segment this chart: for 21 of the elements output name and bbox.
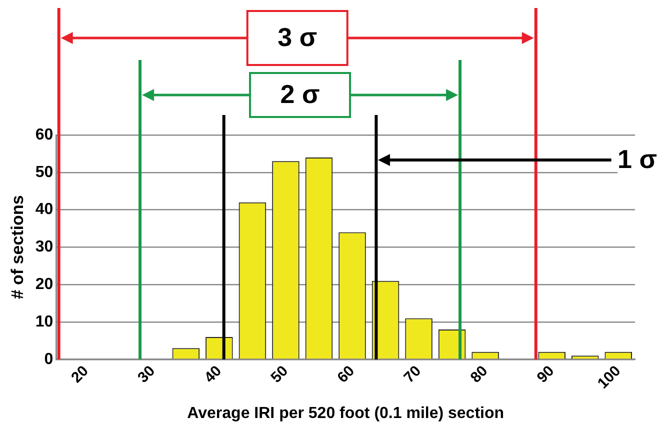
y-tick-label: 10 xyxy=(35,313,54,330)
y-tick-label: 40 xyxy=(35,201,54,218)
x-tick-label: 30 xyxy=(134,362,158,386)
x-tick-label: 40 xyxy=(201,362,225,386)
y-tick-label: 30 xyxy=(35,238,54,256)
y-tick-label: 20 xyxy=(35,276,54,293)
annotation: 1 σ xyxy=(618,144,658,174)
text: 3 σ xyxy=(278,22,318,52)
x-tick-label: 90 xyxy=(534,362,558,386)
x-tick-label: 100 xyxy=(594,362,624,392)
x-tick-label: 20 xyxy=(68,362,92,386)
text: 2 σ xyxy=(280,79,320,110)
x-axis-title: Average IRI per 520 foot (0.1 mile) section xyxy=(187,404,504,422)
y-tick-label: 50 xyxy=(35,164,54,181)
x-tick-label: 50 xyxy=(268,362,292,386)
y-axis-title: # of sections xyxy=(8,195,27,300)
x-tick-label: 80 xyxy=(467,362,492,386)
y-tick-label: 0 xyxy=(44,350,54,368)
x-tick-label: 60 xyxy=(334,362,358,386)
x-tick-label: 70 xyxy=(400,362,425,386)
y-tick-label: 60 xyxy=(35,126,54,144)
